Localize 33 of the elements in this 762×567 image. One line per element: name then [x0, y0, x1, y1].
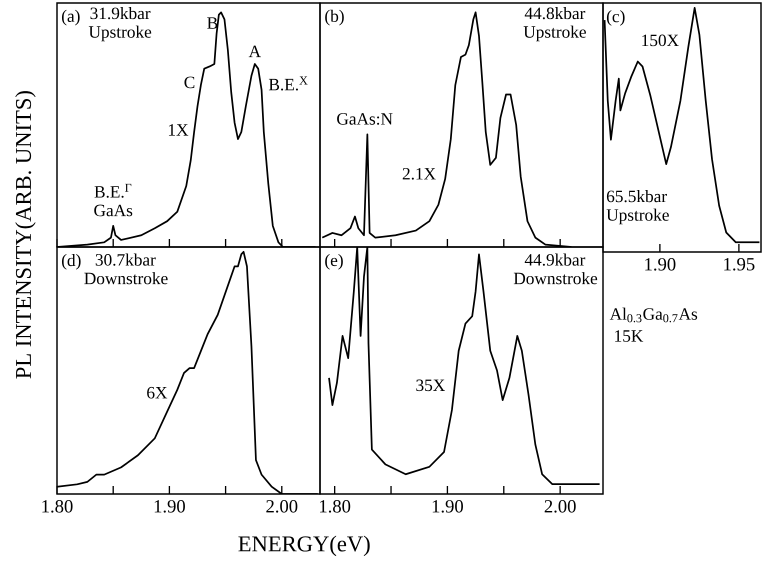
- text: 44.9kbar Downstroke: [514, 254, 598, 284]
- annotation: B.E.$^{X}$: [268, 76, 308, 90]
- x-tick-label: 1.80: [42, 500, 73, 513]
- x-tick-label: 1.95: [724, 258, 754, 271]
- x-tick-label: 1.90: [154, 500, 185, 513]
- annotation: 6X: [147, 386, 168, 399]
- text: Al$_{0.3}$Ga$_{0.7}$As: [610, 308, 698, 322]
- x-tick-label: 2.00: [266, 500, 298, 513]
- chart-title: (d): [62, 254, 81, 270]
- x-tick-label: 1.90: [645, 258, 676, 271]
- annotation: 1X: [168, 124, 188, 136]
- text: 15K: [615, 330, 644, 342]
- y-axis-title: PL INTENSITY(ARB. UNITS): [15, 91, 36, 379]
- chart-subtitle: 44.8kbar Upstroke: [524, 7, 586, 42]
- x-tick-label: 2.00: [544, 500, 576, 513]
- chart-subtitle: 31.9kbar Upstroke: [88, 7, 152, 42]
- chart-title: (b): [325, 10, 344, 26]
- x-axis-title: ENERGY(eV): [238, 536, 370, 556]
- x-tick-label: 1.90: [432, 500, 463, 513]
- annotation: 2.1X: [402, 168, 436, 180]
- annotation: C: [184, 76, 194, 88]
- annotation: A: [248, 46, 261, 58]
- annotation: 150X: [642, 34, 679, 46]
- annotation: B.E.$^{Γ}$ GaAs: [94, 184, 132, 216]
- annotation: 35X: [416, 380, 445, 392]
- chart-title: (e): [325, 254, 343, 270]
- x-tick-label: 1.80: [320, 500, 350, 513]
- text: 65.5kbar Upstroke: [606, 190, 669, 224]
- chart-title: (a): [62, 10, 80, 26]
- chart-subtitle: 30.7kbar Downstroke: [84, 254, 168, 284]
- annotation: B: [207, 17, 218, 29]
- chart-title: (c): [606, 10, 625, 26]
- annotation: GaAs:N: [337, 113, 393, 125]
